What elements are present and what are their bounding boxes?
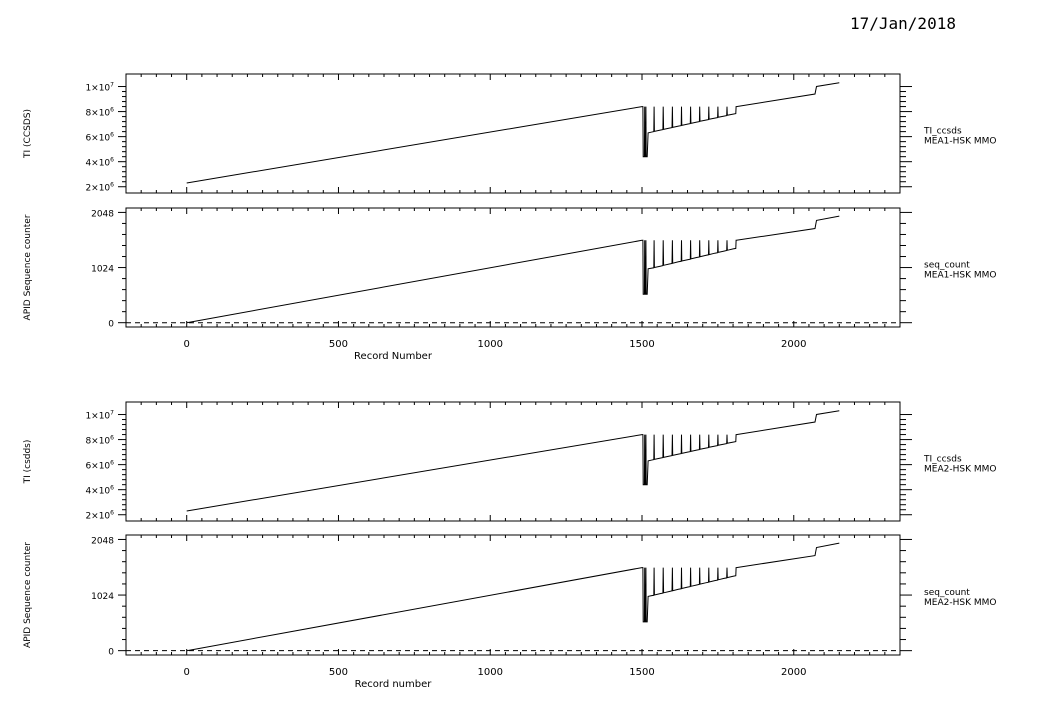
- series-annotation: MEA2-HSK MMO: [924, 598, 996, 608]
- y-tick-label: 0: [108, 648, 114, 658]
- x-tick-label: 1500: [629, 667, 654, 678]
- y-tick-label: 8×106: [85, 107, 114, 119]
- y-tick-label: 0: [108, 320, 114, 330]
- date-label: 17/Jan/2018: [850, 14, 956, 33]
- y-tick-label: 8×106: [85, 435, 114, 447]
- y-tick-label: 1×107: [85, 410, 114, 422]
- x-tick-label: 0: [184, 339, 190, 350]
- x-axis-label: Record number: [355, 679, 433, 690]
- y-axis-label: APID Sequence counter: [23, 542, 33, 648]
- x-tick-label: 500: [329, 667, 348, 678]
- y-tick-label: 1024: [91, 265, 114, 275]
- series-annotation: seq_count: [924, 261, 970, 271]
- plot-frame-4: [125, 534, 901, 656]
- series-line: [186, 410, 840, 512]
- y-tick-label: 2×106: [85, 510, 114, 522]
- series-annotation: MEA2-HSK MMO: [924, 465, 996, 475]
- y-tick-label: 6×106: [85, 132, 114, 144]
- x-tick-label: 1000: [478, 667, 503, 678]
- series-line: [186, 82, 840, 184]
- series-annotation: seq_count: [924, 588, 970, 598]
- x-tick-label: 2000: [781, 667, 806, 678]
- plot-frame-3: [125, 401, 901, 522]
- x-tick-label: 0: [184, 667, 190, 678]
- y-tick-label: 1×107: [85, 82, 114, 94]
- plot-frame-2: [125, 207, 901, 328]
- y-tick-label: 1024: [91, 592, 114, 602]
- y-tick-label: 2048: [91, 536, 114, 546]
- y-tick-label: 4×106: [85, 157, 114, 169]
- series-annotation: TI_ccsds: [923, 455, 962, 465]
- x-axis-label: Record Number: [354, 351, 433, 362]
- y-tick-label: 2×106: [85, 182, 114, 194]
- y-axis-label: TI (CCSDS): [23, 109, 33, 159]
- x-tick-label: 500: [329, 339, 348, 350]
- series-line: [186, 215, 840, 324]
- x-tick-label: 1500: [629, 339, 654, 350]
- series-annotation: MEA1-HSK MMO: [924, 271, 996, 281]
- x-tick-label: 1000: [478, 339, 503, 350]
- y-axis-label: TI (csdds): [23, 440, 33, 485]
- plot-frame-1: [125, 73, 901, 194]
- x-tick-label: 2000: [781, 339, 806, 350]
- series-line: [186, 542, 840, 652]
- y-tick-label: 4×106: [85, 485, 114, 497]
- series-annotation: MEA1-HSK MMO: [924, 137, 996, 147]
- y-tick-label: 6×106: [85, 460, 114, 472]
- series-annotation: TI_ccsds: [923, 127, 962, 137]
- y-axis-label: APID Sequence counter: [23, 214, 33, 320]
- y-tick-label: 2048: [91, 209, 114, 219]
